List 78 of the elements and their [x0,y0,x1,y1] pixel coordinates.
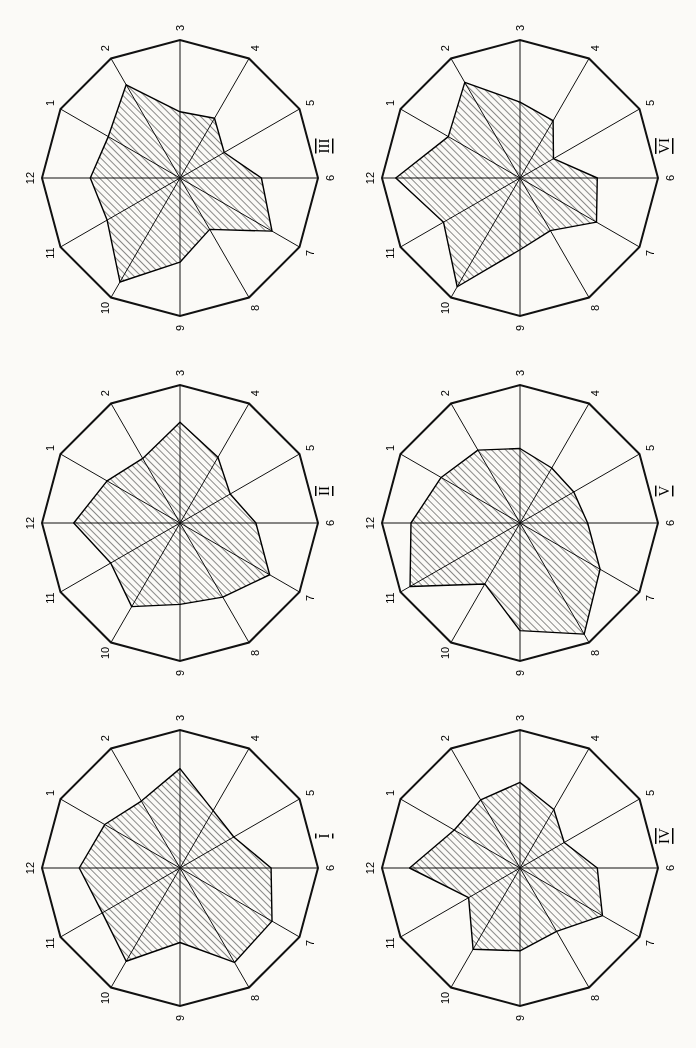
spoke-label: 12 [24,171,36,185]
spoke-label: 12 [364,171,376,185]
spoke-label: 4 [589,390,601,397]
spoke-label: 1 [384,99,397,107]
spoke-label: 7 [643,249,656,257]
spoke-label: 5 [643,789,656,797]
spoke-label: 12 [24,516,36,530]
spoke-label: 6 [664,174,676,182]
text: III [316,138,332,154]
spoke-label: 3 [174,714,186,722]
spoke-label: 7 [303,594,316,602]
spoke-label: 11 [44,937,57,949]
spoke-label: 12 [364,516,376,530]
spoke-label: 2 [99,45,111,52]
spoke-label: 7 [643,594,656,602]
spoke-label: 8 [589,304,601,311]
spoke-label: 11 [44,247,57,259]
spoke-label: 9 [514,669,526,677]
spoke-label: 5 [303,789,316,797]
spoke-label: 8 [249,649,261,656]
spoke-label: 4 [589,735,601,742]
spoke-label: 6 [324,519,336,527]
spoke-label: 10 [439,646,451,660]
spoke-label: 11 [44,592,57,604]
spoke-label: 10 [439,301,451,315]
spoke-label: 5 [303,444,316,452]
spoke-label: 8 [589,649,601,656]
spoke-label: 6 [664,519,676,527]
spoke-label: 5 [643,444,656,452]
spoke-label: 12 [364,861,376,875]
text: VI [656,138,672,154]
spoke-label: 3 [514,714,526,722]
spoke-label: 4 [249,735,261,742]
spoke-label: 4 [589,45,601,52]
spoke-label: 1 [44,789,57,797]
spoke-label: 8 [589,994,601,1001]
spoke-label: 11 [384,937,397,949]
spoke-label: 2 [439,735,451,742]
spoke-label: 10 [99,646,111,660]
spoke-label: 6 [324,174,336,182]
spoke-label: 2 [99,735,111,742]
spoke-label: 6 [324,864,336,872]
spoke-label: 9 [174,324,186,332]
spoke-label: 7 [643,939,656,947]
text: IV [656,827,672,844]
spoke-label: 9 [174,1014,186,1022]
spoke-label: 12 [24,861,36,875]
spoke-label: 4 [249,390,261,397]
spoke-label: 5 [303,99,316,107]
spoke-label: 2 [99,390,111,397]
spoke-label: 5 [643,99,656,107]
spoke-label: 3 [514,24,526,32]
spoke-label: 1 [384,444,397,452]
spoke-label: 8 [249,994,261,1001]
spoke-label: 2 [439,45,451,52]
spoke-label: 8 [249,304,261,311]
spoke-label: 9 [514,1014,526,1022]
spoke-label: 10 [99,991,111,1005]
spoke-label: 10 [439,991,451,1005]
spoke-label: 9 [174,669,186,677]
spoke-label: 7 [303,249,316,257]
spoke-label: 11 [384,592,397,604]
spoke-label: 11 [384,247,397,259]
spoke-label: 3 [174,369,186,377]
spoke-label: 6 [664,864,676,872]
spoke-label: 9 [514,324,526,332]
spoke-label: 1 [384,789,397,797]
spoke-label: 2 [439,390,451,397]
text: I [316,833,332,839]
spoke-label: 1 [44,444,57,452]
spoke-label: 3 [514,369,526,377]
text: V [656,485,672,497]
spoke-label: 7 [303,939,316,947]
spoke-label: 1 [44,99,57,107]
spoke-label: 4 [249,45,261,52]
text: II [316,486,332,496]
spoke-label: 3 [174,24,186,32]
spoke-label: 10 [99,301,111,315]
